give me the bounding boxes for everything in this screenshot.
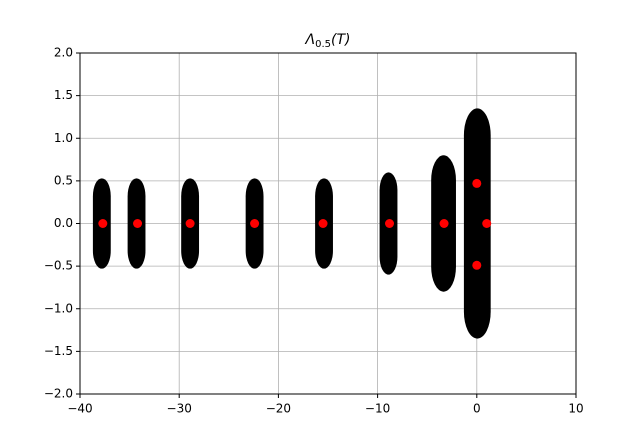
y-tick-label: 0.0	[54, 216, 73, 230]
eigenvalue	[98, 219, 108, 228]
title-argument: (T)	[331, 32, 350, 48]
y-tick-label: −1.5	[44, 344, 73, 358]
eigenvalue	[250, 219, 260, 228]
eigenvalue	[385, 219, 395, 228]
x-tick-label: −30	[167, 402, 192, 416]
eigenvalue	[439, 219, 449, 228]
eigenvalue	[472, 260, 482, 270]
eigenvalue	[482, 219, 492, 228]
y-tick-label: −1.0	[44, 301, 73, 315]
y-tick-label: 1.5	[54, 88, 73, 102]
y-tick-label: 1.0	[54, 131, 73, 145]
y-tick-label: 0.5	[54, 173, 73, 187]
x-tick-label: 0	[473, 402, 481, 416]
plot-frame	[79, 52, 577, 395]
y-tick-label: 2.0	[54, 46, 73, 60]
x-tick-label: −40	[67, 402, 92, 416]
title-symbol: Λ	[305, 32, 316, 48]
x-tick-label: −20	[266, 402, 291, 416]
eigenvalue	[133, 219, 143, 228]
title-subscript: 0.5	[315, 39, 331, 50]
eigenvalue	[185, 219, 195, 228]
y-tick-label: −0.5	[44, 259, 73, 273]
x-tick-label: 10	[568, 402, 583, 416]
eigenvalue	[318, 219, 328, 228]
eigenvalue	[472, 178, 482, 188]
pseudospectrum-region	[463, 108, 491, 339]
y-tick-label: −2.0	[44, 387, 73, 401]
chart-title: Λ0.5(T)	[305, 32, 351, 50]
x-tick-label: −10	[365, 402, 390, 416]
